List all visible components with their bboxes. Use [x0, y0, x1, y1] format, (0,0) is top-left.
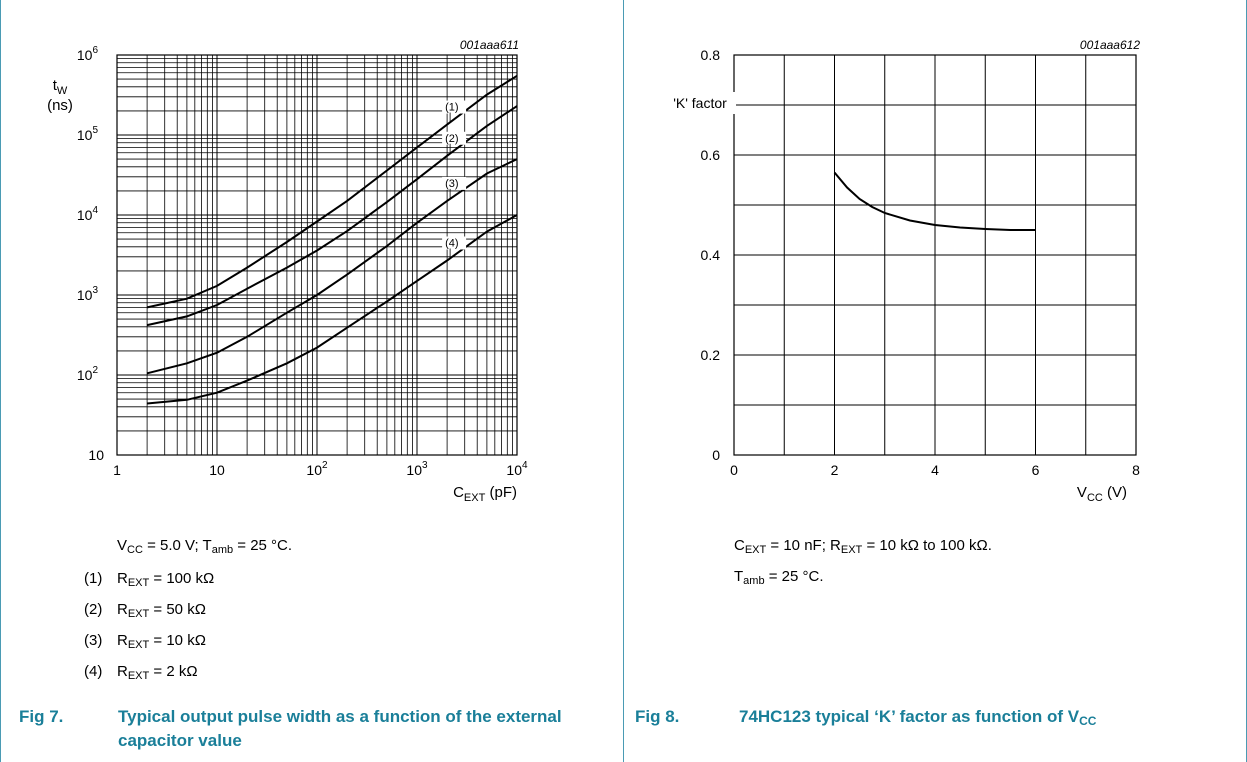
fig7-title: Typical output pulse width as a function… — [118, 707, 562, 750]
y-tick-label: 0.4 — [701, 247, 721, 263]
label-gap — [733, 92, 736, 114]
fig7-legend-item: (1) REXT = 100 kΩ — [84, 570, 215, 589]
series-curve — [146, 74, 518, 309]
x-tick-label: 6 — [1032, 462, 1040, 478]
x-tick-label: 4 — [931, 462, 939, 478]
y-tick-label: 0 — [712, 447, 720, 463]
x-tick-label: 104 — [506, 460, 528, 478]
k-factor-curve — [833, 171, 1036, 231]
fig7-y-axis-unit: (ns) — [47, 97, 73, 114]
fig7-x-axis-label: CEXT (pF) — [453, 484, 517, 504]
fig7-chart: 1 10 102 103 104 10 102 103 104 105 106 (1) (2) (3) (… — [47, 38, 528, 504]
fig7-number: Fig 7. — [19, 707, 64, 726]
fig7-legend-item: (2) REXT = 50 kΩ — [84, 601, 206, 620]
x-tick-label: 0 — [730, 462, 738, 478]
x-tick-label: 103 — [406, 460, 428, 478]
fig8-panel: 0 2 4 6 8 0 0.2 0.4 0.6 0.8 001aaa612 'K' factor … — [624, 0, 1247, 762]
series-label: (1) — [445, 102, 458, 114]
fig7-legend-item: (4) REXT = 2 kΩ — [84, 663, 198, 682]
fig8-code: 001aaa612 — [1080, 38, 1140, 52]
y-tick-label: 0.8 — [701, 47, 721, 63]
series-curve — [146, 105, 518, 327]
y-tick-label: 105 — [77, 125, 99, 143]
fig7-caption: Fig 7. Typical output pulse width as a f… — [19, 705, 619, 757]
y-tick-label: 106 — [77, 45, 99, 63]
fig8-caption: Fig 8. 74HC123 typical ‘K’ factor as fun… — [635, 705, 1235, 735]
fig7-y-axis-label: tW — [53, 77, 68, 97]
y-tick-label: 0.6 — [701, 147, 721, 163]
fig8-y-axis-label: 'K' factor — [673, 95, 727, 111]
fig7-legend-item: (3) REXT = 10 kΩ — [84, 632, 206, 651]
fig8-conditions-1: CEXT = 10 nF; REXT = 10 kΩ to 100 kΩ. — [734, 537, 992, 556]
fig8-title: 74HC123 typical ‘K’ factor as function o… — [739, 707, 1097, 728]
series-label-bg — [442, 236, 467, 250]
x-tick-label: 2 — [831, 462, 839, 478]
x-tick-label: 10 — [209, 462, 225, 478]
plot-frame — [733, 54, 1137, 456]
y-tick-label: 104 — [77, 205, 99, 223]
series-label: (2) — [445, 133, 458, 145]
series-label-bg — [442, 100, 467, 114]
y-tick-label: 10 — [88, 447, 104, 463]
series-curve — [147, 214, 518, 405]
x-tick-label: 1 — [113, 462, 121, 478]
x-tick-label: 102 — [306, 460, 328, 478]
left-border-rule — [0, 0, 1, 762]
y-tick-label: 103 — [77, 285, 99, 303]
y-tick-label: 0.2 — [701, 347, 721, 363]
fig8-x-axis-label: VCC (V) — [1077, 484, 1127, 504]
fig7-code: 001aaa611 — [460, 38, 519, 52]
fig7-panel: 1 10 102 103 104 10 102 103 104 105 106 (1) (2) (3) (… — [0, 0, 623, 762]
x-tick-label: 8 — [1132, 462, 1140, 478]
fig8-chart: 0 2 4 6 800.20.40.60.8 001aaa612 'K' factor … — [673, 38, 1140, 504]
series-label-bg — [442, 131, 467, 145]
series-label-bg — [442, 176, 467, 190]
plot-frame — [116, 54, 518, 456]
series-label: (4) — [445, 237, 458, 249]
y-tick-label: 102 — [77, 365, 99, 383]
fig8-number: Fig 8. — [635, 707, 680, 726]
series-curve — [146, 158, 518, 375]
fig7-conditions: VCC = 5.0 V; Tamb = 25 °C. — [117, 537, 293, 556]
fig8-conditions-2: Tamb = 25 °C. — [734, 568, 824, 587]
series-label: (3) — [445, 178, 458, 190]
center-divider-rule — [623, 0, 624, 762]
